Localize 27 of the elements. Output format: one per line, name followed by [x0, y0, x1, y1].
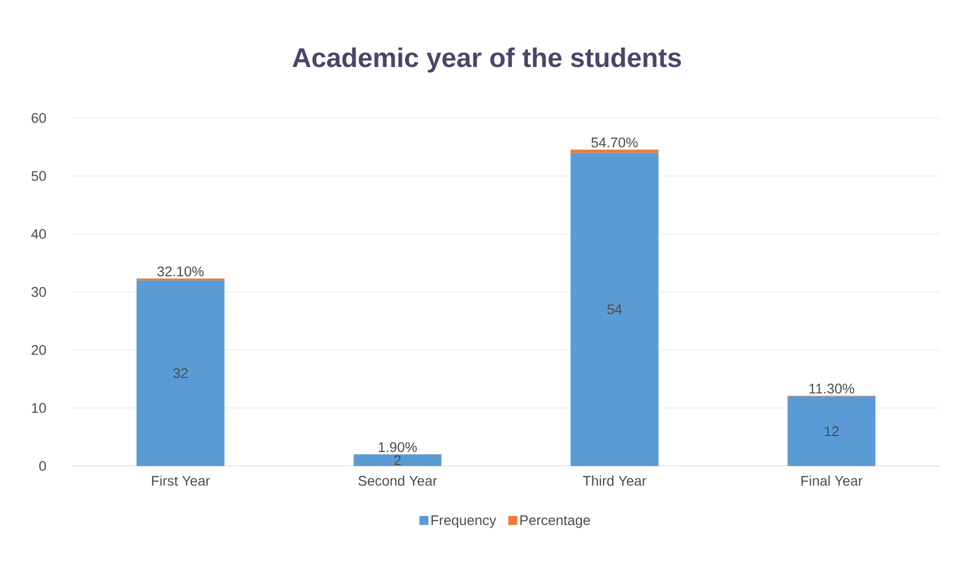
data-label: 32.10%	[157, 266, 204, 276]
legend-label: Frequency	[432, 515, 496, 528]
bar	[354, 454, 442, 466]
data-label: 54.70%	[591, 138, 638, 148]
x-tick-label: Final Year	[802, 476, 862, 486]
x-tick-label: Third Year	[582, 476, 646, 486]
data-label: 11.30%	[809, 384, 854, 394]
y-tick-label: 50	[32, 171, 46, 181]
data-label: 2	[394, 455, 401, 466]
x-tick-label: Second Year	[358, 476, 437, 486]
y-tick-label: 0	[39, 461, 46, 471]
y-tick-label: 20	[32, 345, 46, 355]
data-label: 12	[824, 426, 839, 436]
y-tick-label: 60	[32, 113, 46, 123]
bar	[570, 152, 658, 466]
y-tick-label: 30	[32, 287, 46, 297]
data-label: 54	[607, 304, 622, 314]
y-tick-label: 10	[32, 403, 46, 413]
legend-label: Percentage	[520, 515, 590, 528]
y-tick-label: 40	[31, 229, 46, 239]
x-tick-label: First Year	[152, 476, 210, 486]
bar	[788, 396, 876, 466]
data-label: 32	[173, 368, 188, 378]
bar	[136, 280, 224, 466]
chart-title: Academic year of the students	[292, 47, 681, 73]
data-label: 1.90%	[378, 442, 417, 452]
bar	[570, 150, 658, 153]
